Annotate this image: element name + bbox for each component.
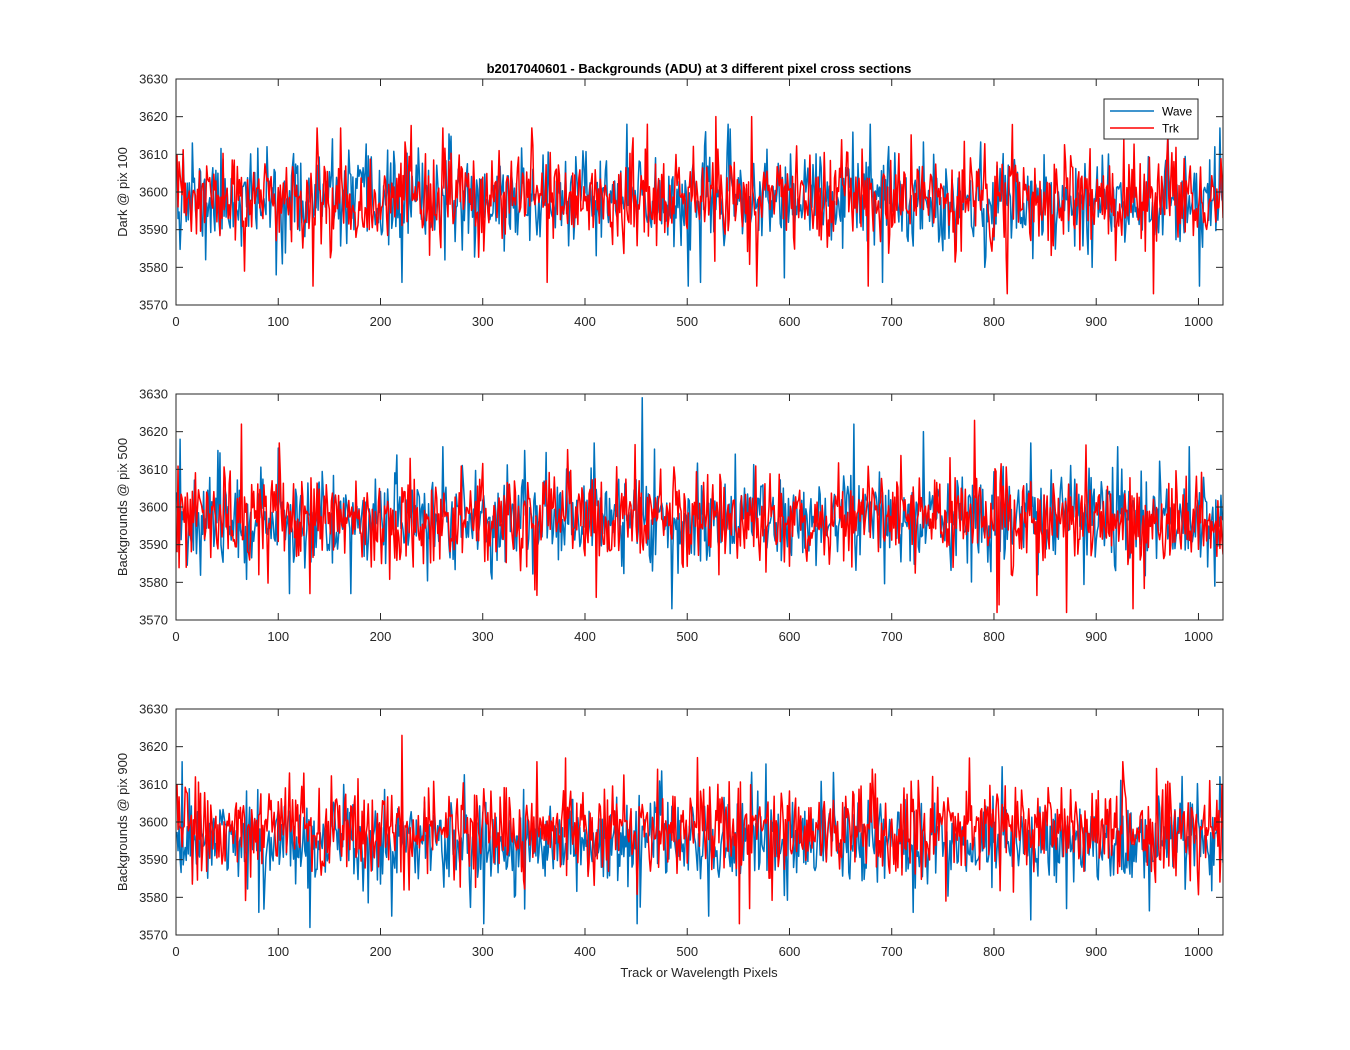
- x-tick-label: 700: [881, 314, 903, 329]
- x-tick-label: 800: [983, 629, 1005, 644]
- x-tick-label: 900: [1085, 629, 1107, 644]
- x-tick-label: 200: [370, 314, 392, 329]
- x-tick-label: 700: [881, 629, 903, 644]
- y-tick-label: 3580: [139, 575, 168, 590]
- series-line-trk: [176, 734, 1223, 925]
- legend[interactable]: Wave Trk: [1103, 98, 1199, 140]
- y-tick-label: 3630: [139, 72, 168, 87]
- x-tick-label: 200: [370, 944, 392, 959]
- y-tick-label: 3630: [139, 702, 168, 717]
- x-tick-label: 400: [574, 629, 596, 644]
- x-tick-label: 1000: [1184, 944, 1213, 959]
- x-tick-label: 1000: [1184, 314, 1213, 329]
- y-tick-label: 3590: [139, 222, 168, 237]
- x-tick-label: 500: [676, 629, 698, 644]
- x-tick-label: 0: [172, 944, 179, 959]
- y-tick-label: 3570: [139, 613, 168, 628]
- y-tick-label: 3600: [139, 185, 168, 200]
- y-axis-label: Backgrounds @ pix 900: [115, 753, 130, 891]
- x-tick-label: 100: [267, 314, 289, 329]
- y-tick-label: 3620: [139, 109, 168, 124]
- x-tick-label: 700: [881, 944, 903, 959]
- y-tick-label: 3610: [139, 147, 168, 162]
- legend-label-wave: Wave: [1162, 105, 1193, 119]
- y-tick-label: 3610: [139, 462, 168, 477]
- x-tick-label: 400: [574, 944, 596, 959]
- series-line-wave: [176, 760, 1223, 929]
- y-axis-label: Dark @ pix 100: [115, 147, 130, 237]
- legend-label-trk: Trk: [1162, 122, 1180, 136]
- y-tick-label: 3600: [139, 815, 168, 830]
- x-tick-label: 0: [172, 629, 179, 644]
- x-tick-label: 1000: [1184, 629, 1213, 644]
- y-tick-label: 3630: [139, 387, 168, 402]
- series-group: [176, 115, 1223, 295]
- subplot-2: 0 100 200 300 400 500 600 700 800 900 1000 3570 3580…: [115, 387, 1224, 644]
- x-tick-label: 200: [370, 629, 392, 644]
- x-tick-label: 500: [676, 314, 698, 329]
- x-tick-label: 0: [172, 314, 179, 329]
- legend-box: [1103, 98, 1199, 140]
- y-tick-label: 3570: [139, 298, 168, 313]
- y-tick-label: 3590: [139, 852, 168, 867]
- x-tick-label: 600: [779, 314, 801, 329]
- x-tick-label: 300: [472, 314, 494, 329]
- x-tick-label: 100: [267, 944, 289, 959]
- y-axis-label: Backgrounds @ pix 500: [115, 438, 130, 576]
- series-line-trk: [176, 419, 1223, 614]
- subplot-3: 0 100 200 300 400 500 600 700 800 900 1000 3570 3580…: [115, 702, 1224, 959]
- x-axis-label: Track or Wavelength Pixels: [620, 965, 778, 980]
- x-tick-label: 300: [472, 629, 494, 644]
- chart-title: b2017040601 - Backgrounds (ADU) at 3 dif…: [487, 61, 912, 76]
- series-group: [176, 397, 1223, 614]
- x-tick-label: 100: [267, 629, 289, 644]
- x-tick-label: 500: [676, 944, 698, 959]
- y-tick-label: 3590: [139, 537, 168, 552]
- x-tick-label: 600: [779, 944, 801, 959]
- y-tick-label: 3580: [139, 260, 168, 275]
- x-tick-label: 900: [1085, 944, 1107, 959]
- series-line-trk: [176, 115, 1223, 295]
- subplots: 0 100 200 300 400 500 600 700 800 900 100035703580…: [115, 72, 1224, 959]
- y-tick-label: 3620: [139, 424, 168, 439]
- x-tick-label: 900: [1085, 314, 1107, 329]
- y-tick-label: 3620: [139, 739, 168, 754]
- series-group: [176, 734, 1223, 929]
- y-tick-label: 3610: [139, 777, 168, 792]
- x-tick-label: 800: [983, 314, 1005, 329]
- subplot-1: 0 100 200 300 400 500 600 700 800 900 1000 3570 3580…: [115, 72, 1224, 329]
- x-tick-label: 400: [574, 314, 596, 329]
- x-tick-label: 300: [472, 944, 494, 959]
- y-tick-label: 3580: [139, 890, 168, 905]
- y-tick-label: 3600: [139, 500, 168, 515]
- x-tick-label: 600: [779, 629, 801, 644]
- y-tick-label: 3570: [139, 928, 168, 943]
- x-tick-label: 800: [983, 944, 1005, 959]
